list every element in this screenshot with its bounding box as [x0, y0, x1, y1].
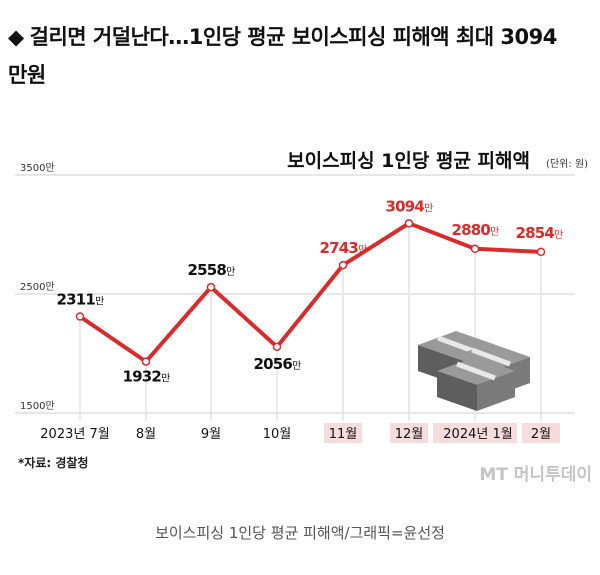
data-point: [206, 282, 216, 292]
data-point: [470, 244, 480, 254]
data-label: 2311만: [57, 290, 105, 308]
x-tick-highlight: [324, 423, 362, 443]
data-point: [404, 219, 414, 228]
data-label-unit: 만: [424, 202, 433, 214]
x-tick-label: 2024년 1월: [443, 427, 512, 442]
y-tick-label: 2500만: [20, 281, 55, 293]
y-tick-label: 3500만: [20, 162, 55, 174]
figure-caption: 보이스피싱 1인당 평균 피해액/그래픽=윤선정: [155, 524, 445, 542]
series-line: [78, 221, 542, 364]
x-tick-label: 12월: [395, 427, 424, 442]
data-label: 2743만: [320, 239, 368, 257]
data-label: 3094만: [386, 197, 434, 215]
x-tick-label: 11월: [329, 427, 358, 442]
y-tick-label: 1500만: [20, 400, 55, 412]
x-tick-highlight: [522, 423, 560, 443]
data-label-unit: 만: [358, 244, 367, 256]
data-label: 2558만: [188, 261, 236, 279]
money-stack-right-band: [471, 347, 511, 367]
money-stack-front-right: [477, 371, 515, 411]
chart-svg: 보이스피싱 1인당 평균 피해액 (단위: 원) 1500만 2500만 3500만…: [15, 150, 592, 485]
money-stack-front-left: [437, 371, 477, 411]
data-label: 2880만: [452, 221, 500, 239]
headline: ◆ 걸리면 거덜난다…1인당 평균 보이스피싱 피해액 최대 3094만원: [8, 18, 568, 94]
data-point: [338, 260, 348, 270]
money-stack-back-band: [437, 335, 477, 355]
data-label-unit: 만: [292, 360, 301, 372]
x-tick-label: 8월: [136, 427, 156, 442]
x-tick-label: 2월: [531, 427, 551, 442]
money-stack-front-band: [456, 361, 496, 381]
x-tick-highlight: [390, 423, 428, 443]
data-label: 1932만: [123, 368, 171, 386]
data-label-unit: 만: [490, 226, 499, 238]
data-point: [536, 247, 546, 257]
data-label-unit: 만: [226, 266, 235, 278]
chart-source: *자료: 경찰청: [18, 455, 88, 470]
data-label: 2854만: [516, 224, 564, 242]
headline-text: 걸리면 거덜난다…1인당 평균 보이스피싱 피해액 최대 3094만원: [8, 25, 557, 87]
x-tick-label: 10월: [263, 427, 292, 442]
x-tick-label: 9월: [201, 427, 221, 442]
chart-title: 보이스피싱 1인당 평균 피해액: [287, 150, 530, 172]
x-tick-label: 2023년 7월: [40, 427, 109, 442]
data-label-unit: 만: [161, 373, 170, 385]
data-point: [272, 342, 282, 352]
x-tick-highlight: [433, 423, 517, 443]
data-label-unit: 만: [554, 229, 563, 241]
watermark: MT 머니투데이: [479, 465, 592, 485]
data-point: [75, 312, 85, 321]
data-point: [141, 357, 151, 366]
data-label-unit: 만: [95, 295, 104, 307]
data-label: 2056만: [254, 355, 302, 373]
chart-unit-note: (단위: 원): [546, 157, 588, 170]
headline-bullet: ◆: [8, 25, 24, 49]
chart-figure: 보이스피싱 1인당 평균 피해액 (단위: 원) 1500만 2500만 3500만…: [0, 135, 600, 495]
